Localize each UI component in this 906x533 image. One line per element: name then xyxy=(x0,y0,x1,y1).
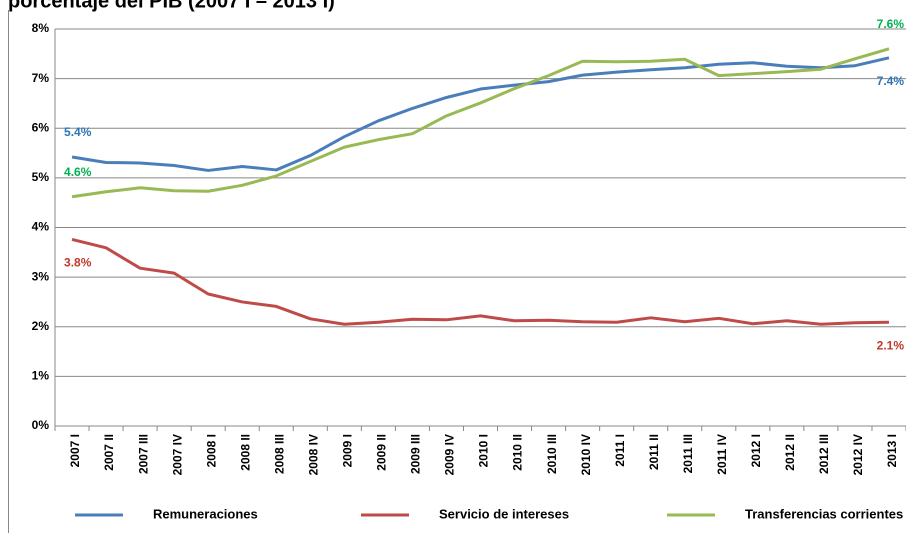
y-tick-label: 5% xyxy=(32,170,50,184)
legend-label: Remuneraciones xyxy=(153,506,258,521)
y-tick-label: 3% xyxy=(32,269,50,283)
x-tick-label: 2011 IV xyxy=(715,434,729,475)
x-tick-label: 2009 II xyxy=(375,434,389,471)
x-tick-label: 2012 III xyxy=(817,434,831,474)
x-tick-label: 2008 II xyxy=(238,434,252,471)
y-tick-label: 0% xyxy=(32,418,50,432)
x-tick-label: 2009 III xyxy=(409,434,423,474)
y-tick-label: 2% xyxy=(32,319,50,333)
x-tick-label: 2007 I xyxy=(68,434,82,467)
x-tick-label: 2010 I xyxy=(477,434,491,467)
series-line xyxy=(71,56,890,172)
x-tick-label: 2009 I xyxy=(341,434,355,467)
x-tick-label: 2013 I xyxy=(885,434,899,467)
x-tick-label: 2011 III xyxy=(681,434,695,473)
chart-title: porcentaje del PIB (2007 I – 2013 I) xyxy=(8,0,335,12)
x-tick-label: 2012 I xyxy=(749,434,763,467)
y-tick-label: 1% xyxy=(32,369,50,383)
value-label: 5.4% xyxy=(64,125,92,139)
y-tick-label: 8% xyxy=(32,21,50,35)
y-tick-label: 7% xyxy=(32,71,50,85)
legend-label: Transferencias corrientes xyxy=(745,506,903,521)
x-tick-label: 2008 IV xyxy=(306,434,320,475)
x-tick-label: 2010 III xyxy=(545,434,559,474)
x-tick-label: 2012 IV xyxy=(851,434,865,475)
value-label: 7.4% xyxy=(877,74,905,88)
x-tick-label: 2007 IV xyxy=(170,434,184,475)
legend-label: Servicio de intereses xyxy=(439,506,569,521)
x-tick-label: 2007 III xyxy=(136,434,150,474)
value-label: 7.6% xyxy=(877,17,905,31)
x-tick-label: 2011 II xyxy=(647,434,661,470)
value-label: 3.8% xyxy=(64,256,92,270)
x-tick-label: 2010 IV xyxy=(579,434,593,475)
series-line xyxy=(71,47,890,199)
value-label: 2.1% xyxy=(877,338,905,352)
y-tick-label: 4% xyxy=(32,220,50,234)
series-line xyxy=(71,237,890,326)
x-tick-label: 2012 II xyxy=(783,434,797,471)
value-label: 4.6% xyxy=(64,165,92,179)
x-tick-label: 2008 III xyxy=(272,434,286,474)
x-tick-label: 2008 I xyxy=(204,434,218,467)
x-tick-label: 2011 I xyxy=(613,434,627,467)
x-tick-label: 2007 II xyxy=(102,434,116,471)
x-tick-label: 2010 II xyxy=(511,434,525,471)
y-tick-label: 6% xyxy=(32,120,50,134)
x-tick-label: 2009 IV xyxy=(443,434,457,475)
